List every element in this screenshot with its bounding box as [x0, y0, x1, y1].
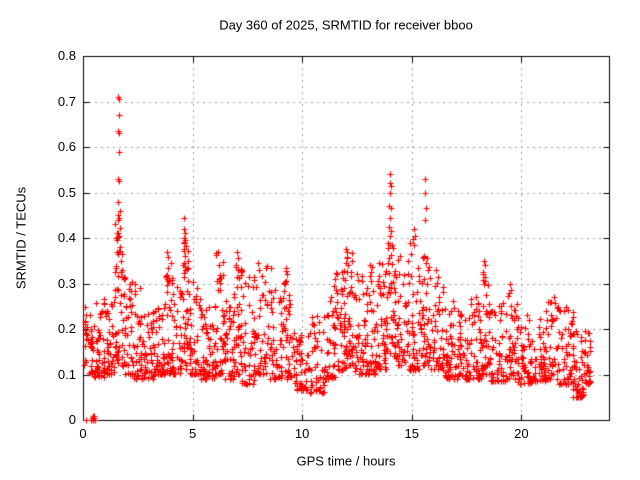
x-tick-label: 10	[294, 426, 310, 441]
y-tick-label: 0.4	[57, 230, 76, 245]
x-tick-label: 20	[514, 426, 529, 441]
y-tick-label: 0.5	[57, 184, 76, 200]
x-tick-label: 15	[404, 426, 419, 441]
y-tick-label: 0.7	[57, 93, 76, 109]
x-tick-label: 5	[188, 426, 197, 441]
y-tick-label: 0.6	[57, 139, 76, 154]
x-axis-label: GPS time / hours	[296, 453, 396, 469]
chart-title: Day 360 of 2025, SRMTID for receiver bbo…	[219, 17, 473, 33]
x-tick-label: 0	[79, 426, 87, 441]
y-tick-label: 0.1	[57, 366, 76, 382]
y-tick-label: 0	[68, 412, 76, 427]
y-tick-label: 0.8	[57, 48, 76, 63]
y-tick-label: 0.3	[57, 275, 76, 291]
y-tick-label: 0.2	[57, 321, 76, 336]
